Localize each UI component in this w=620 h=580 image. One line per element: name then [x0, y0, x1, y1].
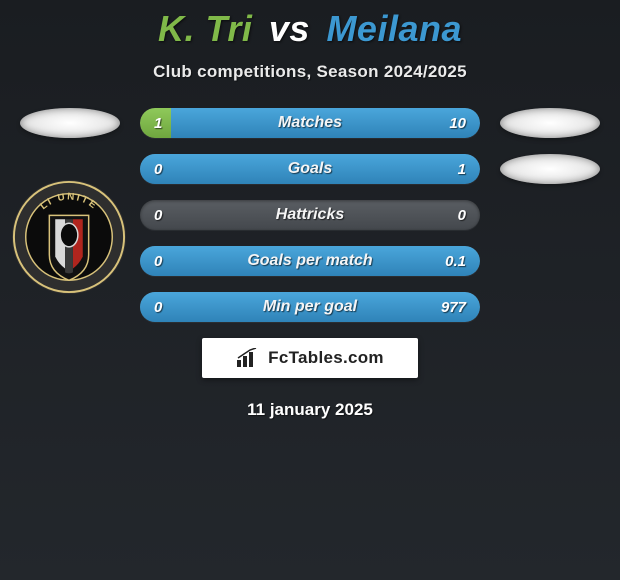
stat-value-right: 0.1: [445, 253, 466, 270]
stat-bar: 0 Goals per match 0.1: [140, 246, 480, 276]
stat-value-right: 977: [441, 299, 466, 316]
brand-badge: FcTables.com: [202, 338, 418, 378]
stat-label: Goals per match: [247, 252, 372, 270]
brand-chart-icon: [236, 348, 260, 368]
stat-value-left: 1: [154, 115, 162, 132]
stat-value-left: 0: [154, 207, 162, 224]
player2-badge: [500, 108, 600, 138]
stat-label: Matches: [278, 114, 342, 132]
club-crest: LI UNITE: [10, 178, 128, 296]
stat-value-right: 0: [458, 207, 466, 224]
stat-value-left: 0: [154, 253, 162, 270]
stat-value-left: 0: [154, 299, 162, 316]
page-title: K. Tri vs Meilana: [0, 8, 620, 50]
stat-value-left: 0: [154, 161, 162, 178]
stat-value-right: 10: [449, 115, 466, 132]
stat-value-right: 1: [458, 161, 466, 178]
stat-label: Goals: [288, 160, 332, 178]
stat-label: Min per goal: [263, 298, 357, 316]
stat-bar: 0 Hattricks 0: [140, 200, 480, 230]
player1-badge: [20, 108, 120, 138]
stat-bar: 0 Min per goal 977: [140, 292, 480, 322]
vs-label: vs: [263, 8, 316, 49]
player2-name: Meilana: [326, 8, 462, 49]
stat-bar: 0 Goals 1: [140, 154, 480, 184]
player2-badge: [500, 154, 600, 184]
date-line: 11 january 2025: [0, 400, 620, 420]
stat-bar: 1 Matches 10: [140, 108, 480, 138]
season-subtitle: Club competitions, Season 2024/2025: [0, 62, 620, 82]
brand-text: FcTables.com: [268, 348, 384, 368]
stat-row: 1 Matches 10: [0, 108, 620, 138]
stat-row: 0 Min per goal 977: [0, 292, 620, 322]
stat-label: Hattricks: [276, 206, 344, 224]
player1-name: K. Tri: [158, 8, 252, 49]
